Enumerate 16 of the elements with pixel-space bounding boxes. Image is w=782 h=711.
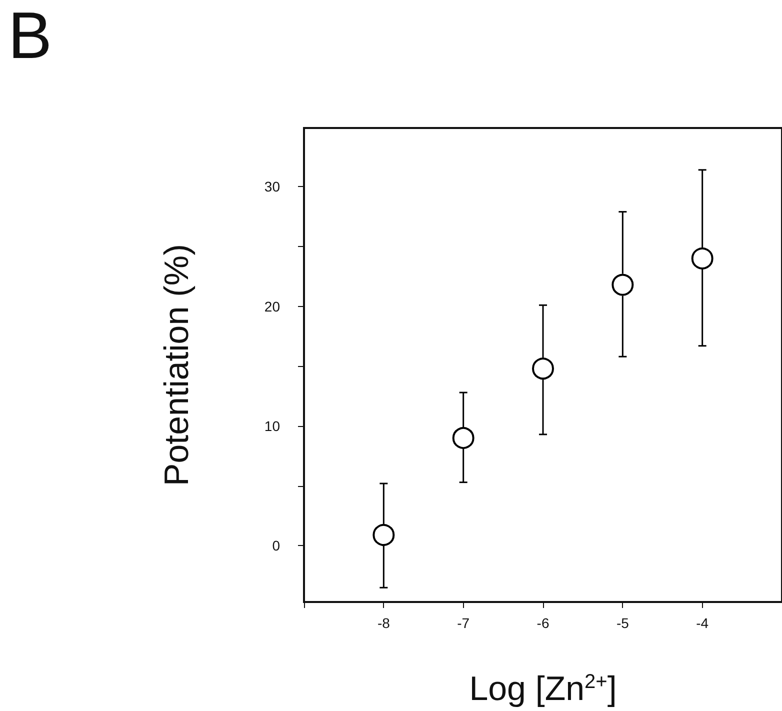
y-tick-label: 10	[264, 418, 280, 434]
x-tick-label: -4	[696, 615, 709, 631]
point	[691, 247, 714, 270]
point	[452, 427, 474, 450]
x-tick-label: -5	[616, 615, 630, 631]
point	[532, 358, 554, 380]
point	[372, 524, 395, 546]
y-tick-label: 30	[264, 178, 280, 195]
text: B	[8, 0, 52, 72]
y-axis-title: Potentiation (%)	[158, 244, 196, 486]
y-tick-label: 0	[272, 538, 280, 554]
x-tick-label: -7	[457, 615, 470, 631]
x-tick-label: -8	[377, 615, 390, 631]
point	[612, 274, 634, 296]
y-tick-label: 20	[264, 298, 280, 314]
x-tick-label: -6	[536, 615, 550, 631]
